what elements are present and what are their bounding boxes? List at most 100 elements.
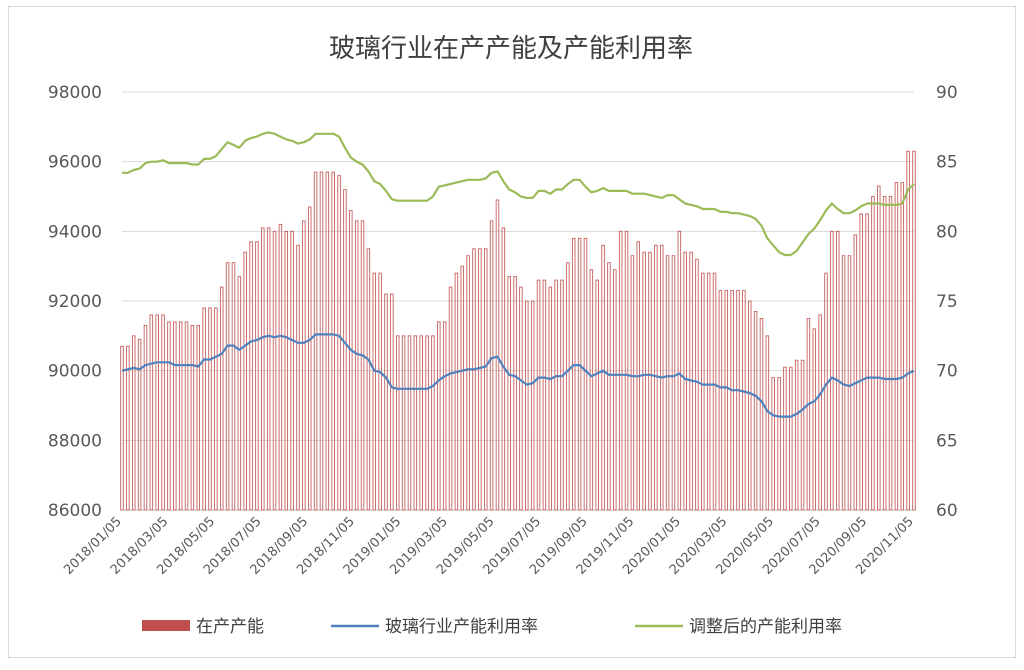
legend-swatch-capacity — [142, 620, 190, 631]
capacity-bar — [478, 248, 482, 511]
capacity-bar — [759, 317, 764, 511]
capacity-bar — [906, 150, 910, 511]
legend-label-utilization: 玻璃行业产能利用率 — [385, 617, 538, 637]
capacity-bar — [178, 321, 183, 511]
capacity-bar — [900, 182, 905, 511]
right-tick-label: 70 — [936, 362, 958, 382]
legend-label-capacity: 在产产能 — [196, 617, 264, 637]
capacity-bar — [390, 293, 394, 511]
right-tick-label: 60 — [936, 501, 958, 521]
capacity-bar — [560, 279, 564, 511]
capacity-bar — [483, 248, 488, 511]
capacity-bar — [712, 272, 717, 511]
capacity-bar — [331, 171, 335, 511]
capacity-bar — [190, 324, 195, 511]
capacity-bar — [730, 290, 734, 511]
capacity-bar — [794, 359, 799, 511]
right-axis-ticks: 60 65 70 75 80 85 90 — [936, 83, 958, 521]
capacity-bar — [542, 279, 547, 511]
left-tick-label: 92000 — [48, 292, 102, 312]
capacity-bar — [783, 366, 787, 511]
capacity-bar — [853, 234, 858, 511]
capacity-bar — [877, 185, 881, 511]
capacity-bar — [630, 255, 635, 511]
capacity-bar — [366, 248, 371, 511]
capacity-bar — [648, 251, 652, 511]
capacity-bar — [589, 269, 594, 511]
capacity-bar — [566, 262, 570, 511]
capacity-bar — [618, 230, 623, 511]
capacity-bar — [665, 255, 670, 511]
capacity-bar — [442, 321, 447, 511]
capacity-bar — [401, 335, 406, 511]
capacity-bar — [607, 262, 611, 511]
capacity-bar — [143, 324, 148, 511]
capacity-bar — [137, 338, 142, 511]
capacity-bar — [343, 189, 347, 511]
capacity-bar — [448, 286, 453, 511]
capacity-bar — [601, 244, 605, 511]
capacity-bar — [888, 196, 893, 511]
capacity-bar — [595, 279, 599, 511]
capacity-bar — [407, 335, 412, 511]
right-tick-label: 80 — [936, 222, 958, 242]
capacity-bar — [419, 335, 423, 511]
capacity-bars — [120, 150, 916, 511]
capacity-bar — [437, 321, 441, 511]
right-tick-label: 65 — [936, 431, 958, 451]
capacity-bar — [425, 335, 429, 511]
capacity-bar — [706, 272, 711, 511]
capacity-bar — [683, 251, 687, 511]
capacity-bar — [395, 335, 400, 511]
capacity-bar — [225, 262, 230, 511]
capacity-bar — [489, 220, 494, 511]
capacity-bar — [255, 241, 259, 511]
capacity-bar — [789, 366, 793, 511]
utilization-line — [121, 333, 915, 418]
capacity-bar — [835, 230, 840, 511]
capacity-bar — [530, 300, 535, 511]
capacity-bar — [184, 321, 189, 511]
capacity-bar — [882, 196, 887, 511]
capacity-bar — [302, 220, 306, 511]
capacity-bar — [654, 244, 658, 511]
chart-title: 玻璃行业在产产能及产能利用率 — [329, 34, 693, 64]
capacity-bar — [384, 293, 388, 511]
chart-canvas: 玻璃行业在产产能及产能利用率 86000 88000 90000 92000 94000… — [48, 34, 958, 637]
left-tick-label: 96000 — [48, 153, 102, 173]
capacity-bar — [208, 307, 212, 511]
capacity-bar — [695, 258, 699, 511]
gridlines — [122, 91, 914, 511]
left-tick-label: 86000 — [48, 501, 102, 521]
capacity-bar — [296, 244, 300, 511]
capacity-bar — [196, 324, 201, 511]
capacity-bar — [319, 171, 324, 511]
left-tick-label: 90000 — [48, 362, 102, 382]
right-tick-label: 90 — [936, 83, 958, 103]
capacity-bar — [548, 286, 553, 511]
capacity-bar — [871, 196, 875, 511]
capacity-bar — [847, 255, 852, 511]
capacity-bar — [642, 251, 646, 511]
capacity-bar — [519, 286, 523, 511]
capacity-bar — [237, 276, 242, 511]
capacity-bar — [202, 307, 206, 511]
capacity-bar — [307, 206, 312, 511]
capacity-bar — [536, 279, 541, 511]
capacity-bar — [495, 199, 500, 511]
capacity-bar — [454, 272, 459, 511]
capacity-bar — [126, 345, 130, 511]
left-tick-label: 98000 — [48, 83, 102, 103]
capacity-bar — [571, 237, 576, 511]
capacity-bar — [372, 272, 377, 511]
capacity-bar — [771, 377, 775, 511]
capacity-bar — [313, 171, 318, 511]
capacity-bar — [120, 345, 124, 511]
utilization-lines — [121, 131, 915, 418]
adjusted-utilization-line — [122, 131, 915, 257]
left-axis-ticks: 86000 88000 90000 92000 94000 96000 98000 — [48, 83, 102, 521]
capacity-bar — [290, 230, 294, 511]
capacity-bar — [131, 335, 136, 511]
capacity-bar — [360, 220, 365, 511]
capacity-bar — [431, 335, 435, 511]
